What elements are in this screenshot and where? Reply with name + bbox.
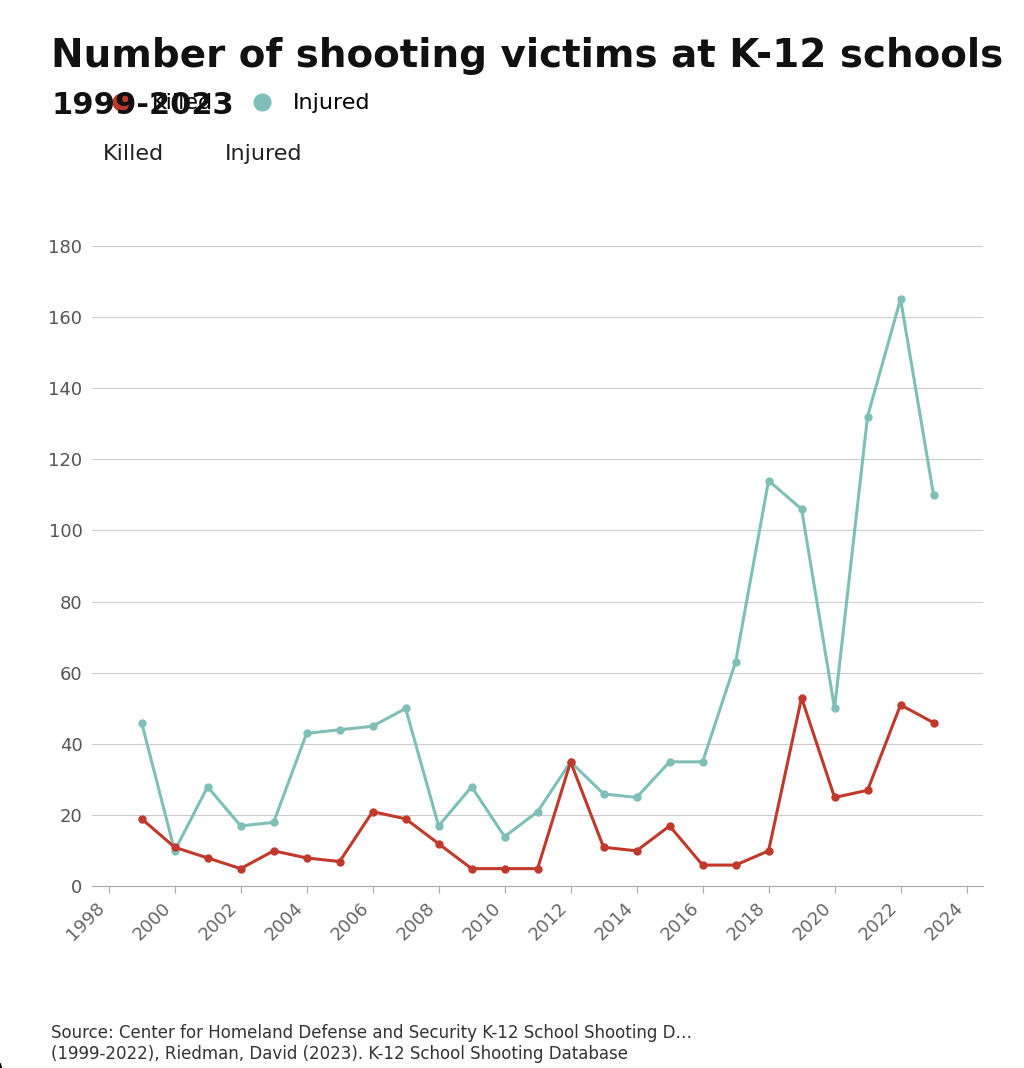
Text: 1999-2023: 1999-2023	[51, 91, 233, 120]
Text: Injured: Injured	[225, 144, 303, 163]
Legend: Killed, Injured: Killed, Injured	[99, 93, 371, 113]
Text: Killed: Killed	[102, 144, 164, 163]
Text: Number of shooting victims at K-12 schools: Number of shooting victims at K-12 schoo…	[51, 37, 1004, 76]
Text: Source: Center for Homeland Defense and Security K-12 School Shooting D…
(1999-2: Source: Center for Homeland Defense and …	[51, 1024, 692, 1063]
